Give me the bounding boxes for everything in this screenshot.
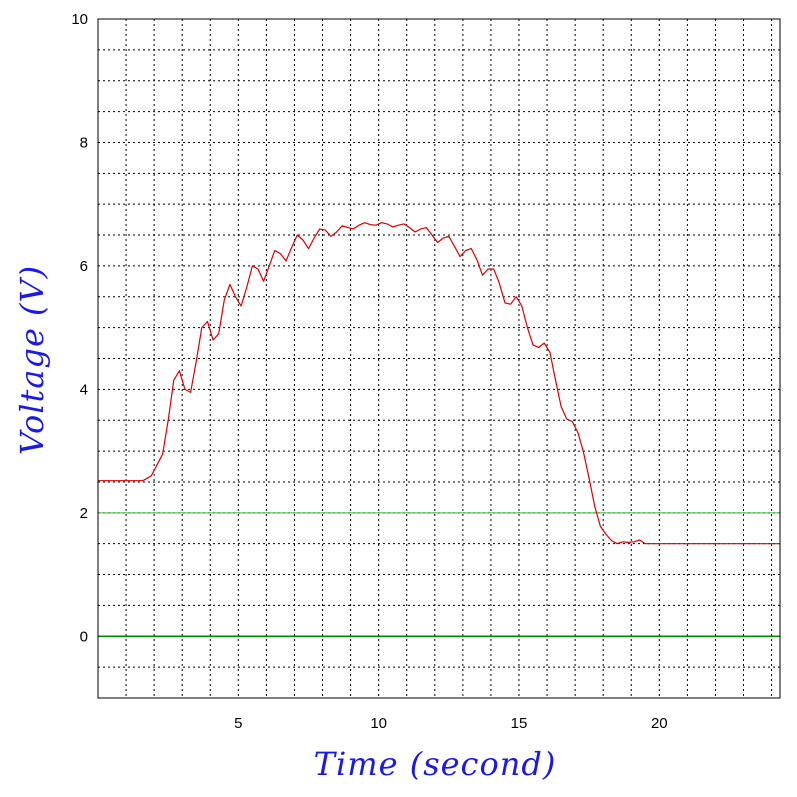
x-tick-labels: 5 10 15 20: [234, 715, 668, 732]
y-tick-label: 10: [71, 11, 88, 28]
y-tick-label: 8: [80, 134, 88, 151]
grid-lines: [98, 19, 780, 698]
y-tick-label: 2: [80, 505, 88, 522]
x-tick-label: 15: [511, 715, 528, 732]
x-tick-label: 10: [370, 715, 387, 732]
reference-lines: [98, 512, 780, 638]
plot-frame: [97, 18, 781, 699]
series-line: [98, 222, 780, 545]
y-axis-title: Voltage (V): [13, 265, 51, 455]
y-tick-label: 6: [80, 258, 88, 275]
y-tick-labels: 0 2 4 6 8 10: [71, 11, 88, 645]
series-lines: [98, 222, 780, 545]
x-axis-title: Time (second): [314, 745, 557, 783]
x-tick-label: 5: [234, 715, 242, 732]
y-tick-label: 0: [80, 628, 88, 645]
x-tick-label: 20: [651, 715, 668, 732]
y-tick-label: 4: [80, 381, 88, 398]
